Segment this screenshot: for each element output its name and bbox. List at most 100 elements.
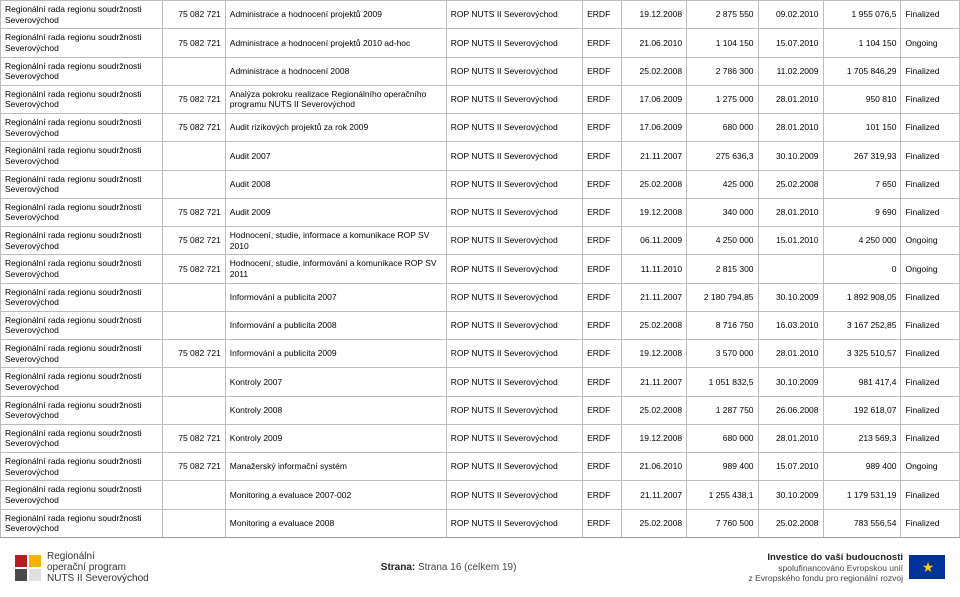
table-cell: 75 082 721	[163, 255, 225, 283]
table-cell: Finalized	[901, 198, 960, 226]
table-cell: Audit rizikových projektů za rok 2009	[225, 114, 446, 142]
table-cell: 75 082 721	[163, 114, 225, 142]
table-cell: 19.12.2008	[622, 198, 687, 226]
table-row: Regionální rada regionu soudržnosti Seve…	[1, 255, 960, 283]
table-cell: 21.06.2010	[622, 29, 687, 57]
table-cell: Kontroly 2009	[225, 424, 446, 452]
table-cell: 19.12.2008	[622, 340, 687, 368]
table-cell: 4 250 000	[823, 227, 901, 255]
table-cell: ROP NUTS II Severovýchod	[446, 1, 582, 29]
table-cell: Regionální rada regionu soudržnosti Seve…	[1, 283, 163, 311]
table-cell: ERDF	[583, 227, 622, 255]
table-cell: 21.11.2007	[622, 142, 687, 170]
table-cell: Regionální rada regionu soudržnosti Seve…	[1, 509, 163, 537]
table-cell: 1 892 908,05	[823, 283, 901, 311]
table-cell: Audit 2009	[225, 198, 446, 226]
table-cell: 30.10.2009	[758, 481, 823, 509]
footer-right-line1: Investice do vaší budoucnosti	[748, 552, 903, 563]
table-row: Regionální rada regionu soudržnosti Seve…	[1, 481, 960, 509]
table-cell: Regionální rada regionu soudržnosti Seve…	[1, 57, 163, 85]
table-cell: Regionální rada regionu soudržnosti Seve…	[1, 481, 163, 509]
table-cell: Monitoring a evaluace 2007-002	[225, 481, 446, 509]
table-cell	[163, 57, 225, 85]
table-cell	[163, 283, 225, 311]
table-cell: ERDF	[583, 1, 622, 29]
table-cell: ERDF	[583, 85, 622, 113]
table-cell: 267 319,93	[823, 142, 901, 170]
table-cell: Finalized	[901, 396, 960, 424]
table-cell: Finalized	[901, 368, 960, 396]
table-cell: 06.11.2009	[622, 227, 687, 255]
footer-left-text: Regionální operační program NUTS II Seve…	[47, 551, 149, 584]
table-cell: 1 955 076,5	[823, 1, 901, 29]
table-cell: ROP NUTS II Severovýchod	[446, 57, 582, 85]
table-cell: Finalized	[901, 142, 960, 170]
table-cell: ROP NUTS II Severovýchod	[446, 481, 582, 509]
table-cell: 3 167 252,85	[823, 311, 901, 339]
table-cell: Finalized	[901, 85, 960, 113]
table-cell: 1 275 000	[687, 85, 758, 113]
table-cell	[163, 170, 225, 198]
table-cell: 75 082 721	[163, 227, 225, 255]
table-cell	[163, 509, 225, 537]
footer-left-line3: NUTS II Severovýchod	[47, 573, 149, 584]
table-cell: 75 082 721	[163, 340, 225, 368]
table-cell: Kontroly 2007	[225, 368, 446, 396]
table-cell: ERDF	[583, 453, 622, 481]
table-cell: 950 810	[823, 85, 901, 113]
table-cell: ERDF	[583, 170, 622, 198]
table-cell: ERDF	[583, 481, 622, 509]
table-cell: Finalized	[901, 114, 960, 142]
table-cell: 1 051 832,5	[687, 368, 758, 396]
table-cell: ERDF	[583, 29, 622, 57]
table-cell: Regionální rada regionu soudržnosti Seve…	[1, 255, 163, 283]
table-cell: Hodnocení, studie, informace a komunikac…	[225, 227, 446, 255]
table-cell: Finalized	[901, 57, 960, 85]
table-cell: Informování a publicita 2008	[225, 311, 446, 339]
table-cell: Monitoring a evaluace 2008	[225, 509, 446, 537]
table-cell: Finalized	[901, 311, 960, 339]
table-cell: 8 716 750	[687, 311, 758, 339]
table-cell: Finalized	[901, 509, 960, 537]
table-cell: 4 250 000	[687, 227, 758, 255]
table-cell: Regionální rada regionu soudržnosti Seve…	[1, 340, 163, 368]
table-cell: 28.01.2010	[758, 198, 823, 226]
table-cell: 275 636,3	[687, 142, 758, 170]
table-cell: 19.12.2008	[622, 1, 687, 29]
table-cell: Regionální rada regionu soudržnosti Seve…	[1, 85, 163, 113]
table-cell: 19.12.2008	[622, 424, 687, 452]
table-cell: 989 400	[823, 453, 901, 481]
table-cell: 1 255 438,1	[687, 481, 758, 509]
table-cell: ERDF	[583, 283, 622, 311]
table-cell: ROP NUTS II Severovýchod	[446, 368, 582, 396]
table-cell: Audit 2007	[225, 142, 446, 170]
table-cell: 09.02.2010	[758, 1, 823, 29]
table-cell: Hodnocení, studie, informování a komunik…	[225, 255, 446, 283]
footer-left: Regionální operační program NUTS II Seve…	[15, 551, 149, 584]
table-cell: 680 000	[687, 114, 758, 142]
table-cell: Finalized	[901, 424, 960, 452]
table-cell: 11.02.2009	[758, 57, 823, 85]
table-cell: 1 104 150	[687, 29, 758, 57]
table-cell: 21.06.2010	[622, 453, 687, 481]
table-cell: ERDF	[583, 311, 622, 339]
table-cell: 25.02.2008	[622, 311, 687, 339]
page-value: Strana 16 (celkem 19)	[418, 562, 516, 573]
table-cell: 75 082 721	[163, 85, 225, 113]
table-cell: 9 690	[823, 198, 901, 226]
table-cell: 16.03.2010	[758, 311, 823, 339]
table-cell: 989 400	[687, 453, 758, 481]
table-cell: ROP NUTS II Severovýchod	[446, 453, 582, 481]
table-cell	[163, 396, 225, 424]
table-cell: ROP NUTS II Severovýchod	[446, 227, 582, 255]
table-cell: 7 650	[823, 170, 901, 198]
table-cell: Informování a publicita 2007	[225, 283, 446, 311]
table-cell: Regionální rada regionu soudržnosti Seve…	[1, 368, 163, 396]
table-cell: Regionální rada regionu soudržnosti Seve…	[1, 198, 163, 226]
table-cell: 3 570 000	[687, 340, 758, 368]
table-cell: 213 569,3	[823, 424, 901, 452]
table-cell: ROP NUTS II Severovýchod	[446, 255, 582, 283]
page-label: Strana:	[381, 562, 415, 573]
table-cell: 25.02.2008	[758, 170, 823, 198]
table-cell: ERDF	[583, 368, 622, 396]
